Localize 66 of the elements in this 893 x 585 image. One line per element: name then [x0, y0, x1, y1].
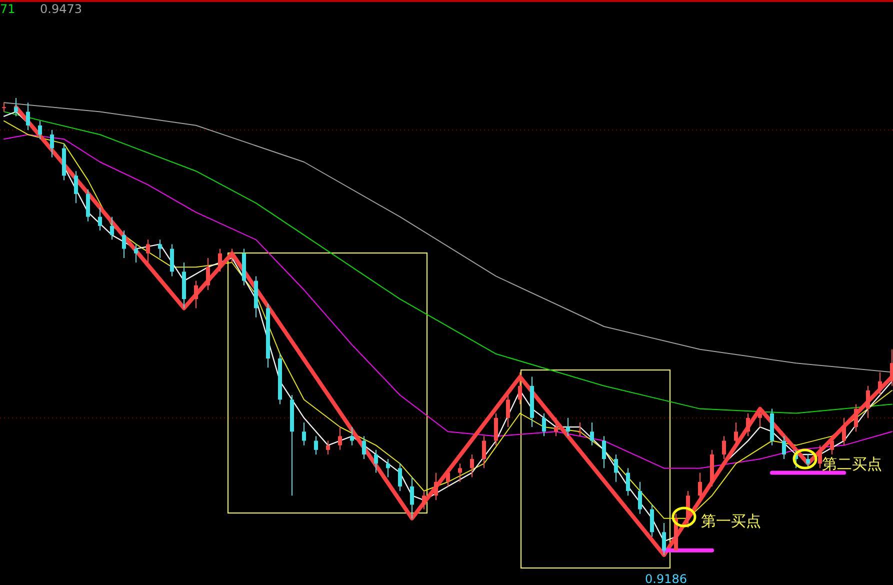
annotation: 第二买点 [822, 455, 882, 473]
candlestick [590, 422, 594, 446]
candlestick [506, 394, 510, 428]
candlestick [878, 372, 882, 396]
candlestick [2, 102, 6, 112]
candlestick [434, 472, 438, 501]
candlestick [26, 102, 30, 130]
candlestick [98, 207, 102, 232]
candlestick [386, 458, 390, 478]
candlestick [218, 248, 222, 272]
candlestick [662, 522, 666, 556]
candlestick [422, 490, 426, 510]
candlestick [38, 120, 42, 140]
candlestick [566, 417, 570, 437]
candlestick [158, 239, 162, 258]
candlestick [698, 472, 702, 501]
candlestick [110, 216, 114, 240]
candlestick [362, 436, 366, 460]
candlestick [14, 98, 18, 117]
candlestick [410, 476, 414, 519]
candlestick [50, 129, 54, 158]
candlestick [722, 436, 726, 460]
candlestick [374, 449, 378, 474]
annotation: 第一买点 [701, 512, 761, 530]
candlestick [86, 188, 90, 222]
candlestick [338, 426, 342, 450]
candlestick [206, 257, 210, 290]
candlestick [554, 417, 558, 437]
candlestick [806, 454, 810, 469]
candlestick [122, 230, 126, 258]
candlestick [398, 463, 402, 492]
candlestick [230, 248, 234, 264]
text: 0.9186 [645, 572, 687, 585]
candlestick [818, 444, 822, 469]
candlestick [782, 436, 786, 460]
candlestick [638, 481, 642, 514]
candlestick [842, 417, 846, 446]
candlestick [746, 412, 750, 437]
candlestick [602, 436, 606, 469]
candlestick [458, 463, 462, 482]
candlestick [446, 468, 450, 487]
candlestick [578, 422, 582, 437]
candlestick [134, 244, 138, 264]
candlestick [146, 239, 150, 264]
text: 71 [0, 2, 16, 16]
candlestick [650, 504, 654, 538]
candlestick [494, 412, 498, 446]
candlestick [614, 454, 618, 482]
candlestick [170, 244, 174, 277]
candlestick [194, 280, 198, 309]
candlestick [314, 436, 318, 455]
candlestick [830, 436, 834, 455]
candlestick [854, 404, 858, 432]
candlestick [470, 454, 474, 478]
candlestick [518, 372, 522, 405]
candlestick [866, 385, 870, 418]
candlestick [74, 170, 78, 204]
candlestick [734, 422, 738, 446]
candlestick [326, 440, 330, 455]
candlestick [542, 412, 546, 437]
candlestick [758, 408, 762, 428]
candlestick [626, 468, 630, 496]
candlestick [302, 422, 306, 446]
text: 0.9473 [40, 2, 82, 16]
candlestick [482, 436, 486, 469]
candlestick [350, 426, 354, 446]
